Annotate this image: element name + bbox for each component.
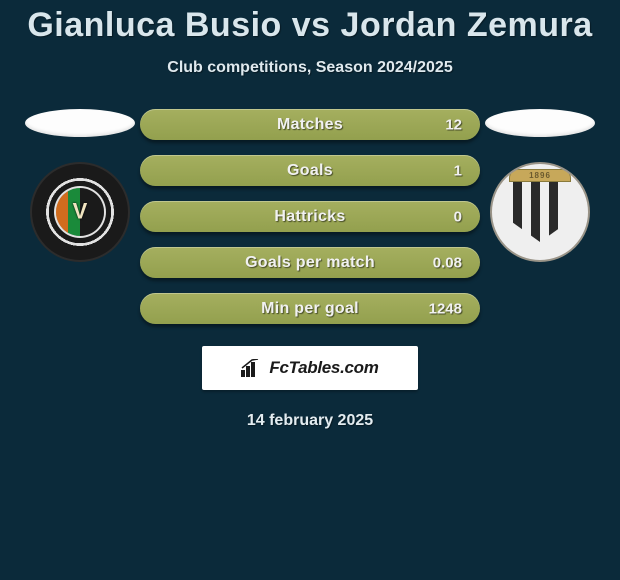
stat-matches-label: Matches <box>277 116 343 134</box>
stat-goals-value: 1 <box>454 162 462 179</box>
stat-hattricks-label: Hattricks <box>274 208 345 226</box>
comparison-date: 14 february 2025 <box>0 412 620 430</box>
stat-goals: Goals 1 <box>140 155 480 186</box>
player-left-ellipse <box>25 109 135 137</box>
player-left-col <box>20 109 140 262</box>
club-badge-right <box>490 162 590 262</box>
stat-mpg-value: 1248 <box>429 300 462 317</box>
comparison-row: Matches 12 Goals 1 Hattricks 0 Goals per… <box>0 109 620 324</box>
bar-chart-icon <box>241 359 263 377</box>
stat-matches: Matches 12 <box>140 109 480 140</box>
stat-hattricks-value: 0 <box>454 208 462 225</box>
brand-name: FcTables.com <box>269 358 378 378</box>
stat-goals-label: Goals <box>287 162 333 180</box>
stats-list: Matches 12 Goals 1 Hattricks 0 Goals per… <box>140 109 480 324</box>
stat-mpg-label: Min per goal <box>261 300 359 318</box>
stat-gpm-value: 0.08 <box>433 254 462 271</box>
page-title: Gianluca Busio vs Jordan Zemura <box>0 0 620 45</box>
player-right-col <box>480 109 600 262</box>
stat-gpm-label: Goals per match <box>245 254 375 272</box>
stat-matches-value: 12 <box>445 116 462 133</box>
brand-box[interactable]: FcTables.com <box>202 346 418 390</box>
stat-mpg: Min per goal 1248 <box>140 293 480 324</box>
club-badge-left <box>30 162 130 262</box>
player-right-ellipse <box>485 109 595 137</box>
subtitle: Club competitions, Season 2024/2025 <box>0 59 620 77</box>
stat-hattricks: Hattricks 0 <box>140 201 480 232</box>
stat-gpm: Goals per match 0.08 <box>140 247 480 278</box>
